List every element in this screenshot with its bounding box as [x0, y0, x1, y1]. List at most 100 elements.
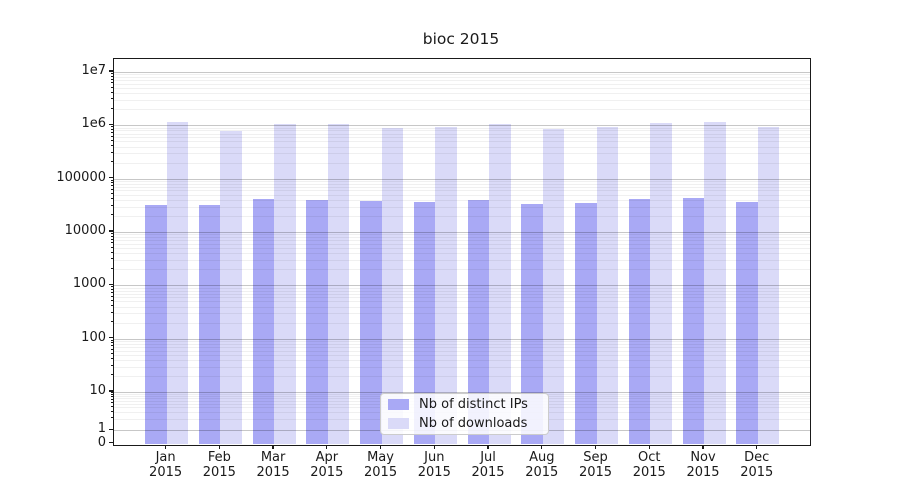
x-tick-label-nov: Nov 2015	[676, 450, 730, 480]
x-tick-mark-feb	[218, 444, 220, 449]
gridline-major-10000	[114, 232, 810, 234]
y-minor-tick-mark	[110, 139, 114, 141]
y-minor-tick-mark	[110, 188, 114, 190]
y-tick-mark-100000	[109, 177, 114, 179]
y-tick-mark-1e6	[109, 123, 114, 125]
gridline-minor-4e5	[114, 146, 810, 148]
bar-distinct-ips-jan	[145, 205, 167, 445]
x-tick-label-jan: Jan 2015	[139, 450, 193, 480]
y-minor-tick-mark	[110, 232, 114, 234]
y-minor-tick-mark	[110, 374, 114, 376]
x-tick-label-feb: Feb 2015	[192, 450, 246, 480]
x-label-month: Sep	[583, 450, 608, 465]
gridline-minor-4e6	[114, 93, 810, 95]
y-minor-tick-mark	[110, 299, 114, 301]
gridline-minor-2e1	[114, 375, 810, 377]
x-label-year: 2015	[256, 464, 290, 480]
gridline-minor-2e2	[114, 322, 810, 324]
y-minor-tick-mark	[110, 75, 114, 77]
gridline-minor-7e5	[114, 133, 810, 135]
gridline-minor-3e4	[114, 206, 810, 208]
y-minor-tick-mark	[110, 193, 114, 195]
bar-downloads-jan	[166, 122, 189, 445]
y-minor-tick-mark	[110, 292, 114, 294]
x-tick-label-jun: Jun 2015	[407, 450, 461, 480]
x-tick-label-apr: Apr 2015	[300, 450, 354, 480]
gridline-minor-8e3	[114, 237, 810, 239]
chart-title: bioc 2015	[422, 30, 500, 48]
bar-downloads-apr	[327, 124, 350, 445]
gridline-minor-3e2	[114, 313, 810, 315]
gridline-minor-6e3	[114, 243, 810, 245]
y-minor-tick-mark	[110, 145, 114, 147]
y-minor-tick-mark	[110, 410, 114, 412]
gridline-minor-8e4	[114, 183, 810, 185]
gridline-minor-8e1	[114, 343, 810, 345]
x-label-year: 2015	[364, 464, 398, 480]
y-minor-tick-mark	[110, 98, 114, 100]
gridline-minor-5e5	[114, 141, 810, 143]
x-tick-label-may: May 2015	[354, 450, 408, 480]
bar-distinct-ips-jul	[467, 200, 490, 445]
x-tick-label-oct: Oct 2015	[622, 450, 676, 480]
gridline-minor-9e5	[114, 127, 810, 129]
y-minor-tick-mark	[110, 242, 114, 244]
legend-swatch-downloads-icon	[388, 418, 409, 429]
x-label-year: 2015	[686, 464, 720, 480]
gridline-minor-6e4	[114, 190, 810, 192]
x-label-month: Oct	[638, 450, 661, 465]
bar-downloads-jun	[435, 126, 457, 445]
x-tick-mark-nov	[702, 444, 704, 449]
x-label-year: 2015	[578, 464, 613, 480]
y-minor-tick-mark	[110, 311, 114, 313]
y-minor-tick-mark	[110, 86, 114, 88]
y-minor-tick-mark	[110, 214, 114, 216]
x-label-month: Jul	[480, 450, 496, 465]
y-minor-tick-mark	[110, 295, 114, 297]
legend: Nb of distinct IPs Nb of downloads	[380, 393, 549, 435]
gridline-minor-3e3	[114, 259, 810, 261]
gridline-minor-5e6	[114, 88, 810, 89]
gridline-minor-6e6	[114, 83, 810, 85]
bar-downloads-may	[381, 128, 404, 445]
y-tick-mark-10000	[109, 230, 114, 232]
y-minor-tick-mark	[110, 238, 114, 240]
y-minor-tick-mark	[110, 258, 114, 260]
y-tick-mark-100	[109, 337, 114, 339]
y-minor-tick-mark	[110, 402, 114, 404]
gridline-minor-2e6	[114, 109, 810, 111]
gridline-minor-5e4	[114, 194, 810, 196]
bar-distinct-ips-oct	[628, 199, 651, 445]
bar-distinct-ips-sep	[575, 202, 597, 445]
gridline-minor-9e1	[114, 341, 810, 343]
x-label-year: 2015	[202, 464, 236, 480]
y-minor-tick-mark	[110, 286, 114, 288]
gridline-minor-9e2	[114, 287, 810, 289]
y-minor-tick-mark	[110, 251, 114, 253]
x-tick-mark-aug	[541, 444, 543, 449]
x-tick-mark-jun	[433, 444, 435, 449]
bar-downloads-nov	[704, 122, 726, 445]
gridline-minor-6e1	[114, 350, 810, 352]
x-tick-label-jul: Jul 2015	[461, 450, 515, 480]
x-tick-mark-apr	[326, 444, 328, 449]
y-minor-tick-mark	[110, 135, 114, 137]
bar-distinct-ips-nov	[682, 197, 704, 445]
bar-downloads-feb	[220, 131, 242, 445]
bar-distinct-ips-aug	[521, 204, 543, 445]
x-label-month: Mar	[260, 450, 286, 465]
x-label-year: 2015	[310, 464, 344, 480]
x-label-month: Nov	[690, 450, 716, 465]
gridline-major-100000	[114, 178, 810, 180]
gridline-minor-2e5	[114, 162, 810, 164]
y-tick-label-10000: 10000	[64, 223, 106, 238]
gridline-minor-4e1	[114, 359, 810, 361]
x-tick-mark-may	[379, 444, 382, 449]
x-label-month: Apr	[315, 450, 339, 465]
y-minor-tick-mark	[110, 305, 114, 307]
y-tick-label-100: 100	[81, 329, 106, 345]
x-tick-mark-mar	[272, 444, 274, 449]
y-minor-tick-mark	[110, 78, 114, 80]
x-tick-label-aug: Aug 2015	[515, 450, 569, 480]
